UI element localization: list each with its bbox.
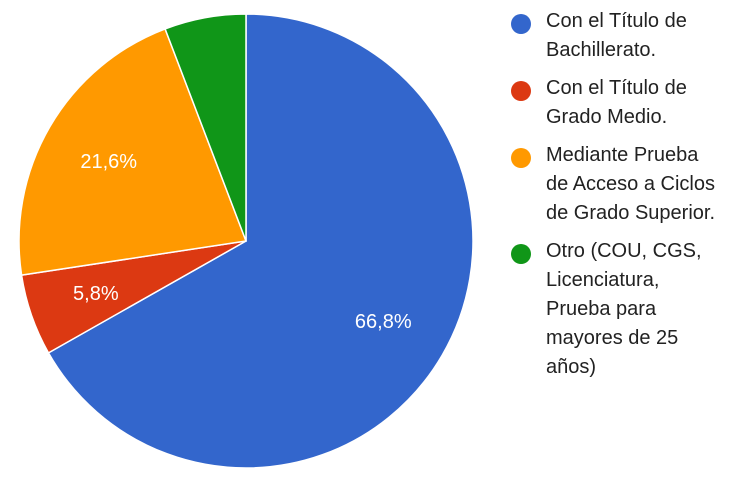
pie-chart: 66,8% 5,8% 21,6% bbox=[18, 13, 474, 469]
legend-label-2: Con el Título de Grado Medio. bbox=[546, 74, 756, 132]
legend-item-3: Mediante Prueba de Acceso a Ciclos de Grad… bbox=[508, 141, 756, 228]
legend-label-line: de Grado Superior. bbox=[546, 202, 715, 224]
legend-label-line: Licenciatura, bbox=[546, 269, 660, 291]
legend-label-line: Con el Título de bbox=[546, 77, 687, 99]
legend-item-2: Con el Título de Grado Medio. bbox=[508, 74, 756, 132]
legend-label-line: Prueba para bbox=[546, 298, 657, 320]
legend-swatch-2 bbox=[511, 81, 531, 101]
legend-swatch-1 bbox=[511, 14, 531, 34]
legend-label-line: Grado Medio. bbox=[546, 106, 668, 128]
legend-label-line: Otro (COU, CGS, bbox=[546, 240, 702, 262]
legend-label-line: años) bbox=[546, 356, 597, 378]
slice-label-1: 66,8% bbox=[355, 311, 412, 333]
legend-label-line: de Acceso a Ciclos bbox=[546, 173, 715, 195]
pie-slice-1 bbox=[47, 13, 474, 469]
chart-legend: Con el Título de Bachillerato. Con el Títu… bbox=[508, 7, 756, 391]
legend-label-4: Otro (COU, CGS, Licenciatura, Prueba para m… bbox=[546, 237, 756, 382]
legend-label-1: Con el Título de Bachillerato. bbox=[546, 7, 756, 65]
legend-swatch-4 bbox=[511, 244, 531, 264]
pie-slice-4 bbox=[164, 13, 247, 242]
legend-label-line: mayores de 25 bbox=[546, 327, 679, 349]
legend-label-line: Mediante Prueba bbox=[546, 144, 699, 166]
legend-swatch-3 bbox=[511, 148, 531, 168]
slice-label-2: 5,8% bbox=[73, 283, 119, 305]
legend-item-1: Con el Título de Bachillerato. bbox=[508, 7, 756, 65]
legend-label-line: Bachillerato. bbox=[546, 39, 657, 61]
legend-label-line: Con el Título de bbox=[546, 10, 687, 32]
legend-item-4: Otro (COU, CGS, Licenciatura, Prueba para m… bbox=[508, 237, 756, 382]
slice-label-3: 21,6% bbox=[80, 151, 137, 173]
legend-label-3: Mediante Prueba de Acceso a Ciclos de Grad… bbox=[546, 141, 756, 228]
pie-slice-3 bbox=[18, 27, 248, 276]
